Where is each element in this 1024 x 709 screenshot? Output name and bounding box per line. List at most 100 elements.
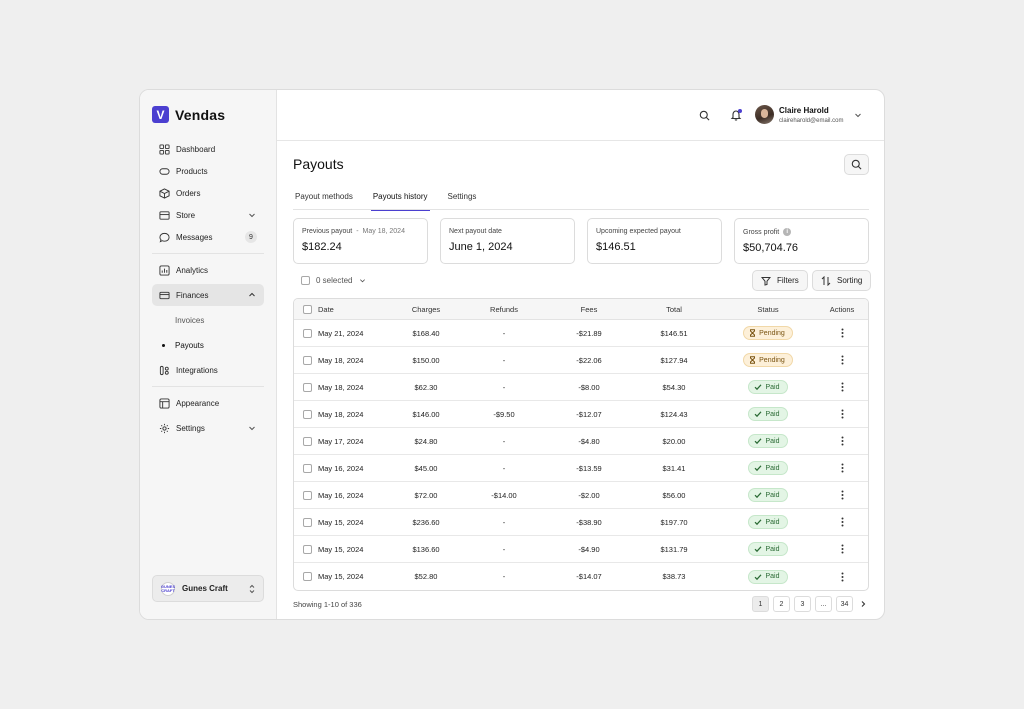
workspace-switcher[interactable]: GUNES CRAFT Gunes Craft	[152, 575, 264, 602]
sidebar-item-products[interactable]: Products	[152, 160, 264, 182]
card-label: Previous payout	[302, 228, 353, 235]
chevron-up-icon[interactable]	[248, 291, 256, 299]
filter-icon	[761, 276, 771, 286]
payouts-search-button[interactable]	[844, 154, 869, 175]
table-row[interactable]: May 18, 2024 $150.00 - -$22.06 $127.94 Pendin…	[294, 347, 868, 374]
showing-count: Showing 1-10 of 336	[293, 600, 362, 609]
row-checkbox[interactable]	[302, 572, 312, 581]
row-checkbox[interactable]	[302, 382, 312, 392]
status-label: Pending	[759, 356, 785, 364]
column-header-status[interactable]: Status	[757, 304, 779, 314]
row-checkbox-cell	[294, 436, 318, 446]
chevron-down-icon[interactable]	[359, 277, 366, 284]
cell-actions	[816, 408, 868, 420]
tab-payouts-history[interactable]: Payouts history	[370, 188, 430, 211]
sidebar-subitem-payouts[interactable]: Payouts	[152, 334, 264, 356]
more-vertical-icon[interactable]	[837, 571, 847, 583]
cell-date: May 18, 2024	[318, 382, 364, 392]
cell-actions	[816, 327, 868, 339]
sidebar-item-analytics[interactable]: Analytics	[152, 259, 264, 281]
status-badge: Pending	[743, 353, 793, 367]
row-checkbox[interactable]	[302, 463, 312, 473]
page-button[interactable]: 2	[773, 596, 790, 612]
status-label: Paid	[765, 545, 780, 553]
row-checkbox[interactable]	[302, 436, 312, 446]
sidebar-item-integrations[interactable]: Integrations	[152, 359, 264, 381]
more-vertical-icon[interactable]	[837, 489, 847, 501]
more-vertical-icon[interactable]	[837, 543, 847, 555]
more-vertical-icon[interactable]	[837, 516, 847, 528]
more-vertical-icon[interactable]	[837, 435, 847, 447]
table-row[interactable]: May 15, 2024 $52.80 - -$14.07 $38.73 Paid	[294, 563, 868, 590]
sidebar-item-appearance[interactable]: Appearance	[152, 392, 264, 414]
column-header-charges[interactable]: Charges	[411, 304, 441, 314]
table-row[interactable]: May 18, 2024 $146.00 -$9.50 -$12.07 $124.43 P…	[294, 401, 868, 428]
sidebar-subitem-invoices[interactable]: Invoices	[152, 309, 264, 331]
table-row[interactable]: May 21, 2024 $168.40 - -$21.89 $146.51 Pendin…	[294, 320, 868, 347]
cell-charges: $52.80	[414, 572, 438, 581]
row-checkbox-cell	[294, 328, 318, 338]
cell-actions	[816, 381, 868, 393]
sorting-label: Sorting	[837, 276, 863, 285]
row-checkbox[interactable]	[302, 355, 312, 365]
table-row[interactable]: May 17, 2024 $24.80 - -$4.80 $20.00 Paid	[294, 428, 868, 455]
page-button[interactable]: 3	[794, 596, 811, 612]
more-vertical-icon[interactable]	[837, 462, 847, 474]
sidebar-item-finances[interactable]: Finances	[152, 284, 264, 306]
brand-logo[interactable]: V Vendas	[152, 106, 225, 123]
user-avatar[interactable]	[755, 105, 774, 124]
more-vertical-icon[interactable]	[837, 327, 847, 339]
select-all-checkbox[interactable]	[301, 276, 310, 285]
chevron-down-icon[interactable]	[248, 211, 256, 219]
card-gross-profit: Gross profit i $50,704.76	[734, 218, 869, 264]
chevron-right-icon[interactable]	[857, 596, 869, 612]
table-row[interactable]: May 15, 2024 $136.60 - -$4.90 $131.79 Paid	[294, 536, 868, 563]
table-row[interactable]: May 18, 2024 $62.30 - -$8.00 $54.30 Paid	[294, 374, 868, 401]
box-icon	[159, 187, 170, 199]
chevron-down-icon[interactable]	[248, 424, 256, 432]
header-checkbox[interactable]	[302, 304, 312, 314]
table-row[interactable]: May 16, 2024 $72.00 -$14.00 -$2.00 $56.00 Pai…	[294, 482, 868, 509]
column-header-fees[interactable]: Fees	[580, 304, 598, 314]
cell-actions	[816, 354, 868, 366]
tab-settings[interactable]: Settings	[447, 192, 477, 201]
row-checkbox[interactable]	[302, 409, 312, 419]
more-vertical-icon[interactable]	[837, 408, 847, 420]
filters-button[interactable]: Filters	[752, 270, 808, 291]
page-button[interactable]: 34	[836, 596, 853, 612]
search-icon[interactable]	[699, 110, 710, 121]
column-header-date[interactable]: Date	[318, 304, 334, 314]
card-label-row: Gross profit i	[743, 228, 860, 236]
row-checkbox[interactable]	[302, 490, 312, 500]
column-header-total[interactable]: Total	[666, 304, 682, 314]
chevron-down-icon[interactable]	[854, 111, 862, 119]
row-checkbox[interactable]	[302, 328, 312, 338]
table-row[interactable]: May 15, 2024 $236.60 - -$38.90 $197.70 Paid	[294, 509, 868, 536]
page-button[interactable]: 1	[752, 596, 769, 612]
sidebar-item-settings[interactable]: Settings	[152, 417, 264, 439]
bell-icon[interactable]	[730, 109, 742, 121]
sidebar-item-messages[interactable]: Messages 9	[152, 226, 264, 248]
card-sub-label: May 18, 2024	[362, 228, 405, 235]
sidebar-item-orders[interactable]: Orders	[152, 182, 264, 204]
cell-date: May 17, 2024	[318, 436, 364, 446]
cell-status: Paid	[720, 461, 816, 475]
card-value: $50,704.76	[743, 242, 799, 254]
table-row[interactable]: May 16, 2024 $45.00 - -$13.59 $31.41 Paid	[294, 455, 868, 482]
row-checkbox[interactable]	[302, 517, 312, 527]
more-vertical-icon[interactable]	[837, 354, 847, 366]
sorting-button[interactable]: Sorting	[812, 270, 872, 291]
sidebar-item-dashboard[interactable]: Dashboard	[152, 138, 264, 160]
sidebar-item-store[interactable]: Store	[152, 204, 264, 226]
cell-total: $56.00	[662, 490, 686, 500]
nav-divider	[152, 253, 264, 254]
info-icon[interactable]: i	[783, 228, 792, 236]
cell-total: $38.73	[662, 572, 686, 581]
status-badge: Paid	[748, 380, 788, 394]
plug-icon	[159, 365, 170, 376]
more-vertical-icon[interactable]	[837, 381, 847, 393]
tab-payout-methods[interactable]: Payout methods	[295, 192, 353, 201]
column-header-actions: Actions	[829, 304, 855, 314]
row-checkbox[interactable]	[302, 544, 312, 554]
column-header-refunds[interactable]: Refunds	[490, 304, 518, 314]
